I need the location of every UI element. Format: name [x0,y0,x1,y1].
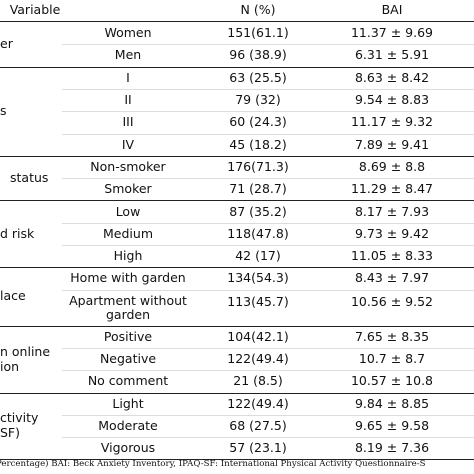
group-label: n online [0,343,51,359]
group-label: er [0,36,13,52]
table-cell: 122(49.4) [227,395,289,411]
group-rule [0,325,474,327]
row-rule [62,222,474,224]
table-cell: 9.84 ± 8.85 [354,395,430,411]
table-cell: 7.89 ± 9.41 [354,136,430,152]
table-cell: High [113,248,143,264]
row-rule [62,44,474,46]
table-cell: 118(47.8) [227,225,289,241]
table-cell: 104(42.1) [227,328,289,344]
header-cell: N (%) [240,2,276,17]
table-cell: 21 (8.5) [233,373,283,389]
table-cell: 8.43 ± 7.97 [354,270,430,286]
table-cell: 45 (18.2) [229,136,287,152]
table-cell: 11.29 ± 8.47 [350,181,434,197]
group-label: SF) [0,425,21,441]
table-cell: 134(54.3) [227,270,289,286]
table-cell: III [122,114,134,130]
table-cell: 9.54 ± 8.83 [354,92,430,108]
table-cell: 10.56 ± 9.52 [350,293,434,309]
table-cell: Negative [99,351,157,367]
table-cell: 11.05 ± 8.33 [350,248,434,264]
table-cell: 9.73 ± 9.42 [354,225,430,241]
table-cell: Women [104,25,152,41]
table-cell: Medium [103,225,153,241]
table-cell: 79 (32) [235,92,281,108]
table-cell: Low [115,203,141,219]
table-cell: 7.65 ± 8.35 [354,328,430,344]
row-rule [62,414,474,416]
table-cell: 11.37 ± 9.69 [350,25,434,41]
table-cell: 10.7 ± 8.7 [358,351,426,367]
table-cell: 113(45.7) [227,293,289,309]
group-rule [0,459,474,461]
table-cell: 71 (28.7) [229,181,287,197]
row-rule [62,347,474,349]
table-cell: Non-smoker [90,158,166,174]
group-label: d risk [0,225,35,241]
table-cell: IV [121,136,135,152]
group-label: s [0,103,7,119]
row-rule [62,370,474,372]
group-label: ctivity [0,410,39,426]
table-cell: Smoker [104,181,152,197]
header-rule [0,21,474,22]
group-label: status [10,170,49,186]
table-cell: 57 (23.1) [229,440,287,456]
row-rule [62,133,474,135]
group-rule [0,66,474,68]
table-cell: 10.57 ± 10.8 [350,373,434,389]
group-label: lace [0,288,26,304]
table-cell: Home with garden [70,270,186,286]
table-cell: II [124,92,132,108]
table-cell: Light [112,395,144,411]
table-cell: Moderate [98,417,158,433]
row-rule [62,437,474,439]
table-cell: 60 (24.3) [229,114,287,130]
group-label: ion [0,358,20,374]
table-cell: 68 (27.5) [229,417,287,433]
header-cell: BAI [381,2,403,17]
group-rule [0,392,474,394]
row-rule [62,88,474,90]
row-rule [62,111,474,113]
table-cell: 8.17 ± 7.93 [354,203,430,219]
row-rule [62,245,474,246]
table-cell: No comment [87,373,169,389]
header-cell: Variable [9,2,61,17]
table-cell: 8.63 ± 8.42 [354,69,430,85]
table-cell: I [126,69,130,85]
table-cell: 8.69 ± 8.8 [358,158,426,174]
table-cell: 96 (38.9) [229,47,287,63]
group-rule [0,155,474,157]
group-rule [0,267,474,269]
table-cell: 63 (25.5) [229,69,287,85]
table-cell: Vigorous [100,440,156,456]
table-cell: 11.17 ± 9.32 [350,114,434,130]
table-cell: 87 (35.2) [229,203,287,219]
table-cell: 6.31 ± 5.91 [354,47,430,63]
footnote: Percentage) BAI: Beck Anxiety Inventory,… [0,459,426,469]
table-cell: 9.65 ± 9.58 [354,417,430,433]
table-cell: 122(49.4) [227,351,289,367]
table-cell: 151(61.1) [227,25,289,41]
table-cell: 42 (17) [235,248,281,264]
group-rule [0,200,474,202]
table-cell: Apartment without garden [69,292,187,322]
table-cell: Men [114,47,142,63]
table-cell: Positive [103,328,153,344]
row-rule [62,289,474,291]
table-cell: 176(71.3) [227,158,289,174]
row-rule [62,178,474,180]
table-cell: 8.19 ± 7.36 [354,440,430,456]
